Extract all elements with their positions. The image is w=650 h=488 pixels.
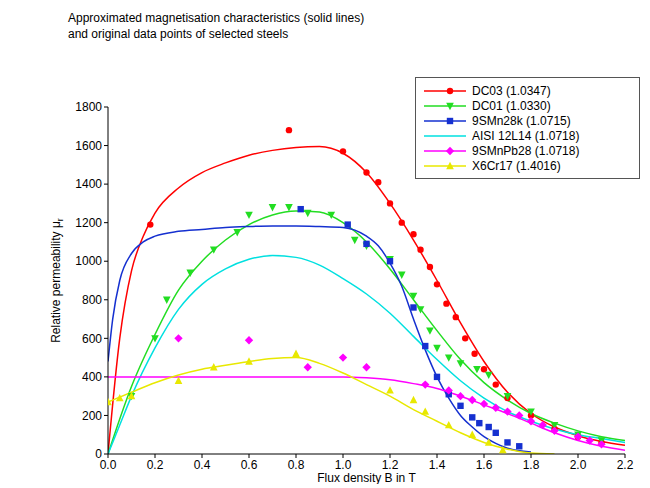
svg-text:0.8: 0.8 — [288, 458, 305, 472]
svg-text:1.6: 1.6 — [476, 458, 493, 472]
svg-text:0.2: 0.2 — [147, 458, 164, 472]
html-text:DC01 (1.0330): DC01 (1.0330) — [472, 98, 551, 113]
svg-text:0: 0 — [95, 447, 102, 461]
svg-text:1200: 1200 — [75, 216, 102, 230]
svg-text:1.4: 1.4 — [429, 458, 446, 472]
svg-text:0.4: 0.4 — [194, 458, 211, 472]
svg-text:200: 200 — [82, 409, 102, 423]
html-text:9SMn28k (1.0715): 9SMn28k (1.0715) — [472, 113, 571, 128]
html-text:AISI 12L14 (1.0718): AISI 12L14 (1.0718) — [472, 128, 580, 143]
svg-text:1000: 1000 — [75, 254, 102, 268]
html-text:DC03 (1.0347): DC03 (1.0347) — [472, 83, 551, 98]
html-text:X6Cr17 (1.4016): X6Cr17 (1.4016) — [472, 158, 561, 173]
svg-text:0.6: 0.6 — [241, 458, 258, 472]
svg-text:2.2: 2.2 — [617, 458, 634, 472]
svg-text:1800: 1800 — [75, 100, 102, 114]
svg-text:800: 800 — [82, 293, 102, 307]
svg-text:0.0: 0.0 — [100, 458, 117, 472]
svg-text:1.8: 1.8 — [523, 458, 540, 472]
html-text:9SMnPb28 (1.0718): 9SMnPb28 (1.0718) — [472, 143, 580, 158]
svg-text:1400: 1400 — [75, 177, 102, 191]
svg-text:Relative permeability μr: Relative permeability μr — [49, 218, 65, 343]
svg-text:600: 600 — [82, 332, 102, 346]
html-text:and original data points of se: and original data points of selected ste… — [68, 27, 289, 41]
svg-text:Flux density B in T: Flux density B in T — [317, 471, 416, 484]
svg-text:2.0: 2.0 — [570, 458, 587, 472]
svg-text:1600: 1600 — [75, 139, 102, 153]
svg-text:1.2: 1.2 — [382, 458, 399, 472]
svg-text:1.0: 1.0 — [335, 458, 352, 472]
svg-text:400: 400 — [82, 370, 102, 384]
html-text:Approximated magnetisation cha: Approximated magnetisation characteristi… — [68, 11, 365, 25]
